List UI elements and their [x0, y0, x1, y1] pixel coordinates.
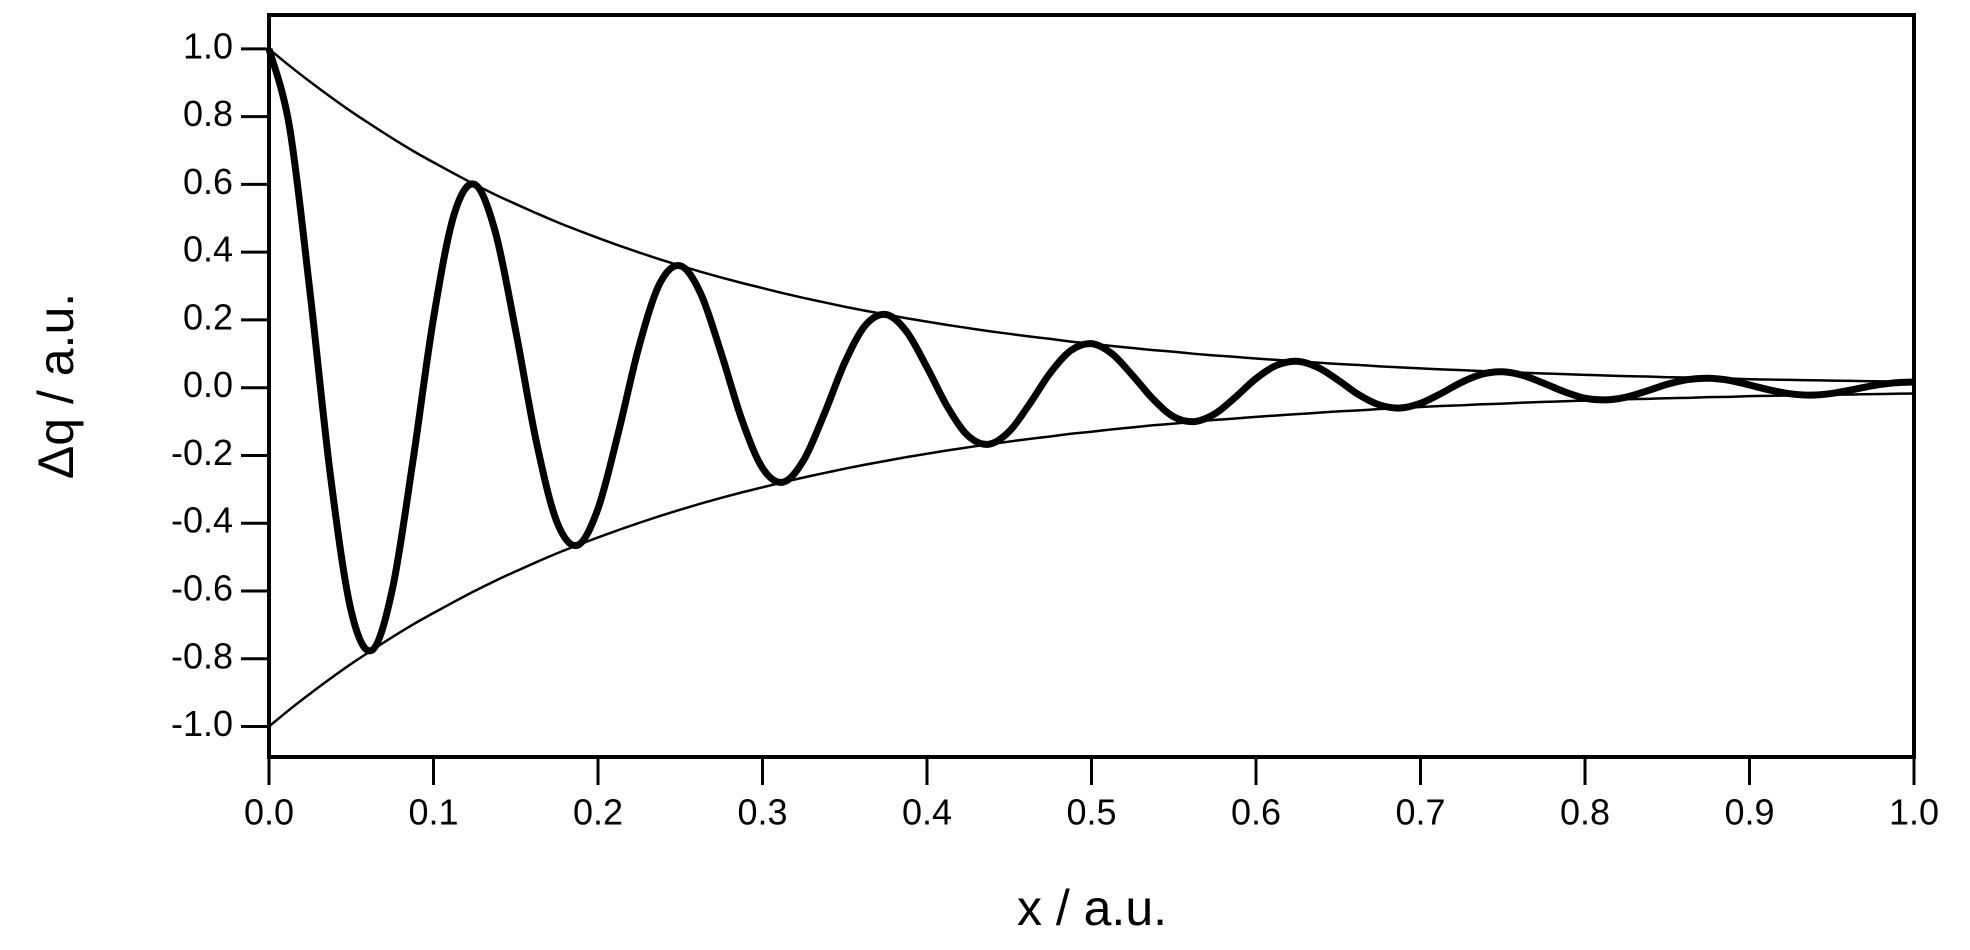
y-tick-label: -0.8 — [171, 635, 233, 676]
x-tick-label: 0.1 — [408, 792, 458, 833]
y-tick-label: 0.2 — [183, 296, 233, 337]
y-tick-label: 0.6 — [183, 161, 233, 202]
plot-frame — [267, 13, 1916, 759]
x-tick-label: 0.9 — [1724, 792, 1774, 833]
x-tick-label: 1.0 — [1889, 792, 1939, 833]
y-tick-label: 0.4 — [183, 229, 233, 270]
envelope-line — [268, 47, 1915, 384]
y-tick-label: -0.6 — [171, 567, 233, 608]
x-tick-label: 0.6 — [1231, 792, 1281, 833]
x-tick-label: 0.7 — [1395, 792, 1445, 833]
y-tick-label: -0.2 — [171, 432, 233, 473]
x-tick-label: 0.3 — [737, 792, 787, 833]
y-axis-label: Δq / a.u. — [28, 293, 84, 479]
y-tick-label: 0.8 — [183, 93, 233, 134]
oscillation-line — [265, 47, 1915, 655]
y-tick-label: 1.0 — [183, 25, 233, 66]
x-axis-label: x / a.u. — [1017, 880, 1167, 936]
y-tick-label: -1.0 — [171, 703, 233, 744]
x-tick-label: 0.0 — [244, 792, 294, 833]
x-tick-label: 0.2 — [573, 792, 623, 833]
x-tick-label: 0.4 — [902, 792, 952, 833]
y-tick-label: 0.0 — [183, 364, 233, 405]
y-tick-label: -0.4 — [171, 500, 233, 541]
envelope-line — [268, 392, 1915, 728]
x-tick-label: 0.8 — [1560, 792, 1610, 833]
x-tick-label: 0.5 — [1066, 792, 1116, 833]
